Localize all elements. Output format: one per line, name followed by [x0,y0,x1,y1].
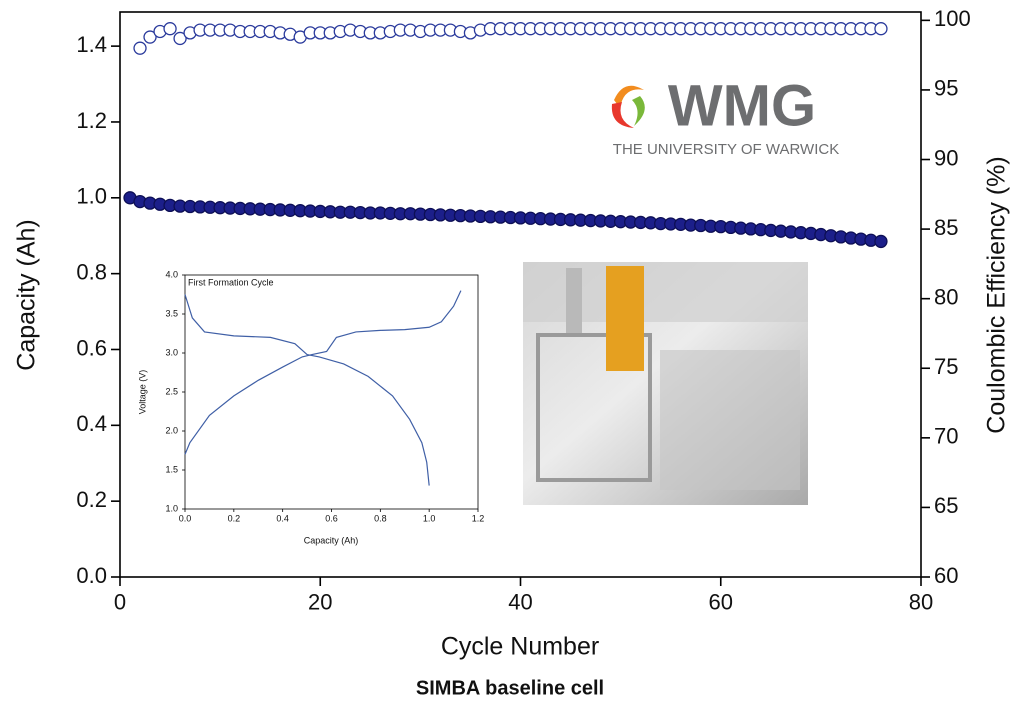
x-tick-label: 0.2 [228,514,241,524]
photo-pouch [536,333,652,482]
logo-swirl [614,85,644,108]
y-tick-label: 3.0 [165,347,178,357]
y-tick-label: 1.4 [76,32,107,57]
photo-edge [523,262,808,322]
logo-swirl [611,102,634,128]
y-tick-label: 0.2 [76,487,107,512]
y2-tick-label: 65 [934,493,958,518]
curve [184,290,462,455]
x-tick-label: 1.0 [423,514,436,524]
curve [184,294,430,486]
x-tick-label: 0.8 [374,514,387,524]
logo-name: WMG [668,73,816,138]
y-tick-label: 1.0 [76,184,107,209]
data-point [173,31,187,46]
inset-title: First Formation Cycle [188,277,274,287]
photo-tape [606,266,644,371]
y-tick-label: 4.0 [165,269,178,279]
photo-tab [566,268,582,333]
logo-swirl [632,96,645,126]
x-tick-label: 0.0 [179,514,192,524]
y2-tick-label: 75 [934,354,958,379]
x-axis-title: Capacity (Ah) [304,535,359,545]
x-tick-label: 0 [114,589,126,614]
y2-tick-label: 95 [934,76,958,101]
y-axis-title: Capacity (Ah) [13,219,41,370]
y-tick-label: 0.6 [76,335,107,360]
x-tick-label: 40 [508,589,532,614]
logo-bg [588,70,868,166]
y-tick-label: 1.2 [76,108,107,133]
data-point [874,22,888,36]
y2-tick-label: 90 [934,145,958,170]
y-tick-label: 0.8 [76,259,107,284]
caption: SIMBA baseline cell [416,677,604,699]
data-point [143,30,157,44]
logo-subtitle: THE UNIVERSITY OF WARWICK [613,141,839,158]
inset-chart: 0.0 0.2 0.4 0.6 0.8 1.0 1.2 1.0 1.5 2.0 2.5 3.0 3.5 4… [137,265,485,550]
y-tick-label: 0.4 [76,411,107,436]
x-tick-label: 80 [909,589,933,614]
plot-frame [184,274,479,510]
cell-photo [523,262,808,505]
photo-foil [660,350,800,490]
y2-tick-label: 70 [934,424,958,449]
x-tick-label: 0.6 [325,514,338,524]
logo: WMG THE UNIVERSITY OF WARWICK [588,70,868,166]
y2-tick-label: 100 [934,6,971,31]
y-tick-label: 1.5 [165,464,178,474]
y-tick-label: 2.5 [165,386,178,396]
data-point [133,41,147,55]
data-point [874,234,888,249]
y-axis-title: Voltage (V) [137,370,147,415]
y2-tick-label: 60 [934,563,958,588]
x-axis-title: Cycle Number [441,633,599,661]
x-tick-label: 0.4 [276,514,289,524]
y-tick-label: 1.0 [165,503,178,513]
y2-axis-title: Coulombic Efficiency (%) [983,156,1011,433]
x-tick-label: 20 [308,589,332,614]
x-tick-label: 1.2 [472,514,485,524]
y-tick-label: 2.0 [165,425,178,435]
y-tick-label: 0.0 [76,563,107,588]
y2-tick-label: 85 [934,215,958,240]
data-point [163,22,177,36]
y-tick-label: 3.5 [165,308,178,318]
y2-tick-label: 80 [934,284,958,309]
x-tick-label: 60 [709,589,733,614]
